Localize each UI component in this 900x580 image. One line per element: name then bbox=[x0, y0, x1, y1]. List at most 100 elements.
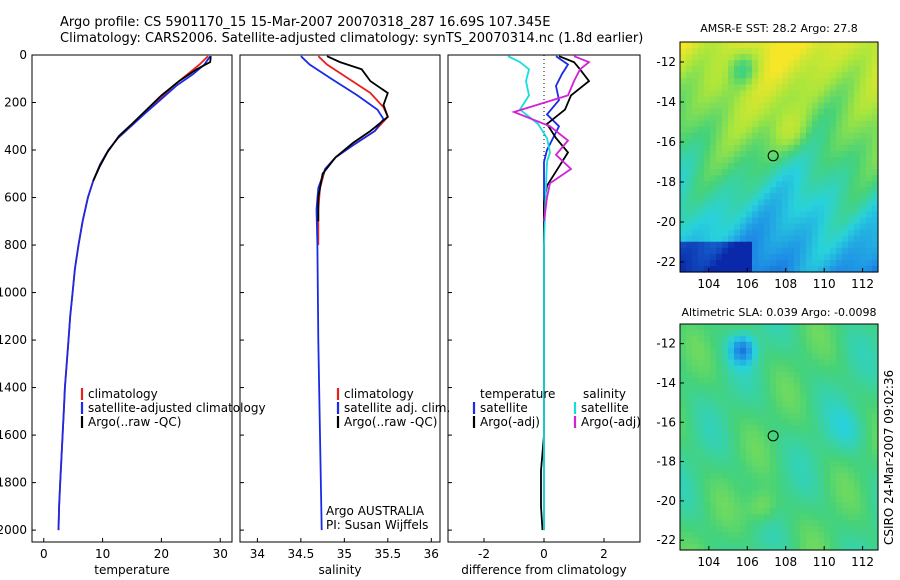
map-cell bbox=[824, 359, 831, 367]
map-cell bbox=[704, 54, 711, 61]
map-cell bbox=[806, 544, 813, 551]
map-cell bbox=[764, 205, 771, 213]
map-cell bbox=[734, 335, 741, 343]
map-cell bbox=[728, 401, 735, 408]
map-cell bbox=[848, 205, 855, 213]
map-cell bbox=[704, 235, 711, 243]
map-cell bbox=[794, 448, 801, 456]
map-cell bbox=[764, 502, 771, 509]
map-cell bbox=[812, 401, 819, 408]
map-cell bbox=[740, 454, 747, 462]
map-cell bbox=[722, 431, 729, 438]
map-cell bbox=[860, 229, 867, 237]
map-cell bbox=[836, 60, 843, 67]
map-cell bbox=[770, 138, 777, 146]
map-cell bbox=[800, 437, 807, 444]
map-cell bbox=[710, 442, 717, 450]
map-cell bbox=[788, 324, 795, 331]
map-cell bbox=[680, 187, 687, 194]
map-cell bbox=[752, 72, 759, 79]
map-cell bbox=[854, 460, 861, 468]
legend-label: Argo(-adj) bbox=[480, 415, 540, 429]
map-cell bbox=[818, 259, 825, 267]
map-cell bbox=[686, 341, 693, 349]
plot-frame bbox=[31, 54, 233, 543]
map-cell bbox=[824, 144, 831, 152]
map-cell bbox=[740, 365, 747, 373]
y-tick-label: -22 bbox=[656, 255, 676, 269]
map-cell bbox=[818, 538, 825, 545]
map-cell bbox=[698, 353, 705, 361]
map-cell bbox=[770, 508, 777, 515]
map-cell bbox=[704, 419, 711, 426]
map-cell bbox=[710, 425, 717, 432]
map-cell bbox=[758, 526, 765, 533]
map-cell bbox=[740, 120, 747, 128]
map-cell bbox=[752, 114, 759, 122]
map-cell bbox=[740, 538, 747, 545]
legend-label: satellite bbox=[480, 401, 528, 415]
map-cell bbox=[734, 389, 741, 396]
map-cell bbox=[866, 96, 873, 104]
map-cell bbox=[860, 157, 867, 164]
map-cell bbox=[866, 169, 873, 176]
map-cell bbox=[740, 150, 747, 158]
map-cell bbox=[800, 223, 807, 231]
map-cell bbox=[704, 96, 711, 104]
map-cell bbox=[836, 407, 843, 414]
map-cell bbox=[698, 359, 705, 367]
map-cell bbox=[746, 448, 753, 456]
map-cell bbox=[848, 114, 855, 122]
map-cell bbox=[824, 205, 831, 213]
map-cell bbox=[818, 425, 825, 432]
map-cell bbox=[776, 466, 783, 474]
map-cell bbox=[854, 114, 861, 122]
map-cell bbox=[830, 514, 837, 521]
map-cell bbox=[758, 102, 765, 110]
map-cell bbox=[854, 60, 861, 67]
map-cell bbox=[782, 229, 789, 237]
map-cell bbox=[692, 223, 699, 231]
map-cell bbox=[800, 377, 807, 385]
map-cell bbox=[734, 347, 741, 355]
map-cell bbox=[710, 120, 717, 128]
map-cell bbox=[758, 353, 765, 361]
map-cell bbox=[800, 199, 807, 207]
map-cell bbox=[728, 138, 735, 146]
map-cell bbox=[704, 431, 711, 438]
map-cell bbox=[842, 442, 849, 450]
map-cell bbox=[842, 484, 849, 492]
map-cell bbox=[680, 496, 687, 504]
map-cell bbox=[812, 181, 819, 188]
map-cell bbox=[740, 265, 747, 273]
x-tick-label: 108 bbox=[774, 555, 797, 569]
map-cell bbox=[818, 265, 825, 273]
map-cell bbox=[722, 365, 729, 373]
map-cell bbox=[686, 407, 693, 414]
map-cell bbox=[872, 442, 879, 450]
map-cell bbox=[806, 169, 813, 176]
map-cell bbox=[836, 532, 843, 539]
map-cell bbox=[758, 84, 765, 92]
map-cell bbox=[866, 401, 873, 408]
map-cell bbox=[698, 90, 705, 98]
map-cell bbox=[770, 169, 777, 176]
map-cell bbox=[710, 265, 717, 273]
map-cell bbox=[872, 241, 879, 249]
map-cell bbox=[872, 538, 879, 545]
map-cell bbox=[788, 211, 795, 219]
map-cell bbox=[734, 520, 741, 527]
map-cell bbox=[860, 181, 867, 188]
map-cell bbox=[752, 437, 759, 444]
map-cell bbox=[704, 442, 711, 450]
map-cell bbox=[722, 265, 729, 273]
map-cell bbox=[746, 359, 753, 367]
map-cell bbox=[746, 526, 753, 533]
map-cell bbox=[836, 84, 843, 92]
map-cell bbox=[824, 96, 831, 104]
map-cell bbox=[704, 175, 711, 182]
map-cell bbox=[764, 48, 771, 55]
map-cell bbox=[818, 389, 825, 396]
map-cell bbox=[866, 132, 873, 140]
map-cell bbox=[692, 54, 699, 61]
